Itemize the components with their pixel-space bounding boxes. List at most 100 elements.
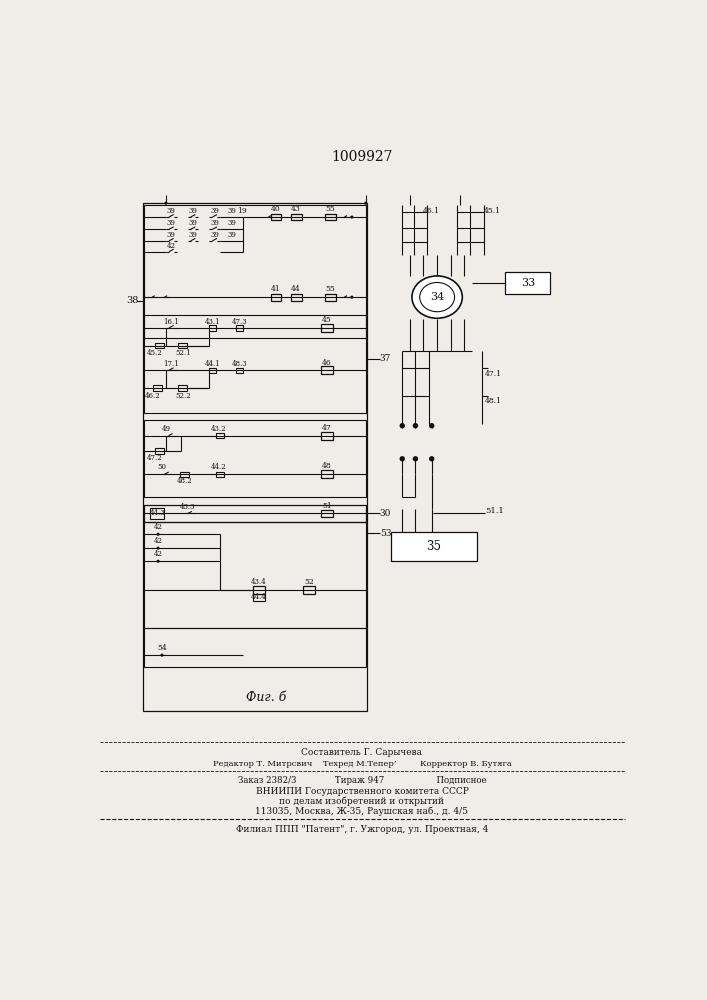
Text: 48: 48	[322, 462, 332, 471]
Text: 52.2: 52.2	[175, 392, 191, 400]
Bar	[321, 470, 333, 478]
Bar	[216, 433, 224, 438]
Text: 34: 34	[430, 292, 444, 302]
Text: 39: 39	[189, 231, 197, 239]
Bar	[391, 532, 477, 561]
Text: 35: 35	[426, 540, 442, 553]
Bar	[180, 472, 189, 477]
Text: 39: 39	[228, 219, 236, 227]
Text: 46.1: 46.1	[423, 207, 440, 215]
Text: 39: 39	[189, 207, 197, 215]
Bar	[177, 385, 187, 391]
Text: 44.4: 44.4	[251, 593, 267, 601]
Circle shape	[351, 296, 354, 299]
Circle shape	[160, 654, 163, 657]
Circle shape	[164, 202, 168, 205]
Text: 52: 52	[305, 578, 314, 586]
Text: 39: 39	[189, 219, 197, 227]
Bar	[144, 522, 366, 628]
Text: 39: 39	[228, 207, 236, 215]
Text: 44.2: 44.2	[211, 463, 226, 471]
Text: 44: 44	[291, 285, 301, 293]
Text: Редактор Т. Митрсвич    Техред М.Тепер’         Корректор В. Бутяга: Редактор Т. Митрсвич Техред М.Тепер’ Кор…	[213, 760, 511, 768]
Text: 38: 38	[127, 296, 139, 305]
Text: 1009927: 1009927	[331, 150, 392, 164]
Text: Заказ 2382/3              Тираж 947                   Подписное: Заказ 2382/3 Тираж 947 Подписное	[238, 776, 486, 785]
Text: 51.1: 51.1	[485, 507, 504, 515]
Bar	[252, 594, 265, 601]
Bar	[321, 324, 333, 332]
Circle shape	[413, 456, 418, 461]
Text: 39: 39	[167, 207, 176, 215]
Text: 42: 42	[153, 523, 163, 531]
Bar	[177, 343, 187, 348]
Text: 39: 39	[167, 231, 176, 239]
Text: Фиг. б: Фиг. б	[247, 691, 287, 704]
Bar	[321, 510, 333, 517]
Bar	[321, 432, 333, 440]
Ellipse shape	[420, 282, 455, 312]
Text: 45: 45	[322, 316, 332, 324]
Text: 44.3: 44.3	[150, 509, 165, 517]
Bar	[216, 472, 224, 477]
Text: 54: 54	[157, 644, 167, 652]
Bar	[209, 325, 216, 331]
Text: 40: 40	[271, 205, 281, 213]
Circle shape	[156, 560, 160, 563]
Text: 19: 19	[237, 207, 247, 215]
Text: 37: 37	[380, 354, 391, 363]
Bar	[235, 325, 243, 331]
Text: 41: 41	[271, 285, 281, 293]
Bar	[209, 368, 216, 373]
Text: 39: 39	[210, 207, 219, 215]
Text: 46.2: 46.2	[145, 392, 160, 400]
Text: 42: 42	[153, 550, 163, 558]
Text: 43.4: 43.4	[251, 578, 267, 586]
Text: 30: 30	[380, 509, 391, 518]
Bar	[144, 420, 366, 497]
Bar	[155, 343, 164, 348]
Text: 47.1: 47.1	[485, 370, 502, 378]
Bar	[271, 214, 281, 220]
Text: 43: 43	[291, 205, 301, 213]
Text: 51: 51	[322, 502, 332, 510]
Text: 39: 39	[210, 219, 219, 227]
Text: ВНИИПИ Государственного комитета СССР: ВНИИПИ Государственного комитета СССР	[255, 787, 469, 796]
Circle shape	[429, 423, 434, 428]
Bar	[291, 214, 301, 220]
Circle shape	[399, 423, 405, 428]
Bar	[153, 385, 162, 391]
Text: Филиал ППП "Патент", г. Ужгород, ул. Проектная, 4: Филиал ППП "Патент", г. Ужгород, ул. Про…	[235, 825, 488, 834]
Bar	[252, 586, 265, 594]
Text: 42: 42	[167, 242, 176, 250]
Text: 39: 39	[210, 231, 219, 239]
Bar	[325, 294, 336, 301]
Bar	[271, 294, 281, 301]
Text: по делам изобретений и открытий: по делам изобретений и открытий	[279, 797, 445, 806]
Circle shape	[351, 215, 354, 219]
Text: 43.2: 43.2	[211, 425, 226, 433]
Text: 39: 39	[228, 231, 236, 239]
Circle shape	[156, 533, 160, 536]
Text: 55: 55	[325, 285, 335, 293]
Bar	[144, 205, 366, 338]
Text: 55: 55	[325, 205, 335, 213]
Text: 113035, Москва, Ж-35, Раушская наб., д. 4/5: 113035, Москва, Ж-35, Раушская наб., д. …	[255, 807, 469, 816]
Circle shape	[156, 547, 160, 550]
Bar	[506, 272, 550, 294]
Bar	[291, 294, 301, 301]
Text: 42: 42	[153, 537, 163, 545]
Text: 45.2: 45.2	[147, 349, 163, 357]
Text: 48.3: 48.3	[232, 360, 247, 368]
Circle shape	[429, 456, 434, 461]
Bar	[144, 315, 366, 413]
Text: 48.1: 48.1	[485, 397, 502, 405]
Bar	[235, 368, 243, 373]
Circle shape	[364, 202, 368, 205]
Text: 48.2: 48.2	[177, 477, 192, 485]
Text: 43.1: 43.1	[204, 318, 220, 326]
Text: 17.1: 17.1	[163, 360, 179, 368]
Text: 47.3: 47.3	[232, 318, 247, 326]
Circle shape	[399, 456, 405, 461]
Text: 47: 47	[322, 424, 332, 432]
